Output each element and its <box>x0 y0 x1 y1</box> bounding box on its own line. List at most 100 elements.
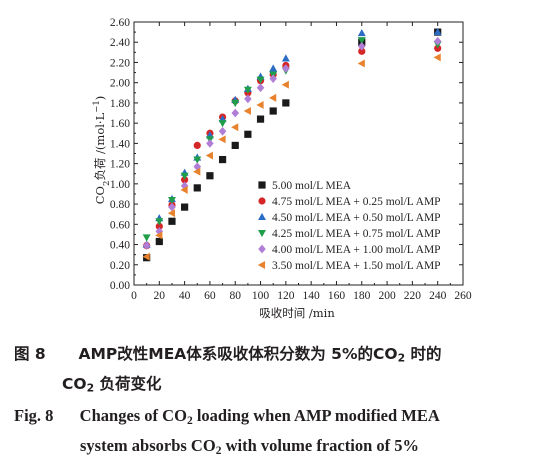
data-point <box>231 141 239 150</box>
series-3 <box>142 37 442 242</box>
data-point <box>155 231 163 240</box>
y-tick-label: 0.00 <box>110 280 130 292</box>
x-tick-label: 80 <box>229 290 241 302</box>
legend-entry: 4.00 mol/L MEA + 1.00 mol/L AMP <box>272 244 441 256</box>
y-tick-label: 2.40 <box>110 37 130 49</box>
data-point <box>218 120 227 128</box>
caption-en-post2: with volume fraction of 5% <box>221 436 419 455</box>
y-tick-label: 2.60 <box>110 17 130 29</box>
data-point <box>155 218 164 226</box>
caption-cn-label: 图 8 <box>14 345 46 363</box>
caption-cn-text2: CO <box>62 375 87 393</box>
x-tick-label: 260 <box>454 290 472 302</box>
caption-cn-line2: CO2 负荷变化 <box>62 372 162 394</box>
x-tick-label: 200 <box>378 290 396 302</box>
data-point <box>269 93 277 102</box>
data-point <box>231 123 239 132</box>
data-point <box>142 252 150 261</box>
series-4 <box>142 36 442 250</box>
legend-marker <box>257 261 266 269</box>
data-point <box>155 222 163 230</box>
data-point <box>269 64 278 72</box>
data-point <box>168 202 176 212</box>
series-5 <box>142 53 441 261</box>
x-axis-label: 吸收时间 /min <box>259 306 335 320</box>
caption-en-sub2: 2 <box>215 444 222 457</box>
y-tick-label: 2.20 <box>110 57 130 69</box>
data-point <box>231 99 240 108</box>
data-point <box>180 172 189 180</box>
data-point <box>282 64 290 73</box>
legend-entry: 4.50 mol/L MEA + 0.50 mol/L AMP <box>272 212 441 224</box>
caption-en-post1: loading when AMP modified MEA <box>192 406 440 425</box>
legend-marker <box>258 212 266 221</box>
data-point <box>168 196 176 205</box>
x-tick-label: 0 <box>131 290 137 302</box>
y-tick-label: 1.20 <box>110 159 130 171</box>
data-point <box>357 41 366 51</box>
data-point <box>358 47 366 55</box>
data-point <box>181 203 189 211</box>
data-point <box>155 237 163 246</box>
data-point <box>193 184 201 192</box>
x-tick-label: 40 <box>179 290 191 302</box>
data-point <box>218 155 227 164</box>
data-point <box>218 135 226 144</box>
y-axis-label-pre: CO <box>93 186 107 204</box>
caption-cn-line1: 图 8 AMP改性MEA体系吸收体积分数为 5%的CO2 时的 <box>14 342 442 364</box>
data-point <box>193 156 202 164</box>
caption-en-text2: system absorbs CO <box>80 436 216 455</box>
caption-en-line2: system absorbs CO2 with volume fraction … <box>80 436 419 457</box>
data-point <box>357 37 366 45</box>
data-point <box>256 83 265 93</box>
legend: 5.00 mol/L MEA 4.75 mol/L MEA + 0.25 mol/… <box>257 180 441 272</box>
data-point <box>256 100 264 109</box>
x-tick-label: 100 <box>252 290 270 302</box>
data-point <box>243 107 251 115</box>
y-tick-label: 1.00 <box>110 179 130 191</box>
chart: 0 20 40 60 80 100 120 140 160 180 200 220 240 260 0.00… <box>92 17 472 320</box>
y-tick-label: 1.40 <box>110 138 130 150</box>
data-point <box>433 36 442 46</box>
data-point <box>218 126 227 136</box>
data-point <box>281 80 289 89</box>
data-point <box>357 28 366 37</box>
data-point <box>281 54 290 62</box>
y-axis-label-sub: 2 <box>102 181 112 186</box>
x-tick-label: 20 <box>154 290 166 302</box>
data-point <box>193 141 201 150</box>
x-tick-label: 220 <box>404 290 422 302</box>
data-point <box>433 27 442 36</box>
data-point <box>269 107 277 115</box>
legend-entry: 4.75 mol/L MEA + 0.25 mol/L AMP <box>272 196 441 208</box>
data-point <box>168 217 176 225</box>
legend-marker <box>258 181 266 189</box>
data-point <box>282 99 290 107</box>
caption-cn-post1: 时的 <box>405 345 442 363</box>
y-tick-label: 0.60 <box>110 219 130 231</box>
y-axis-label-post: ) <box>93 96 107 101</box>
y-tick-label: 2.00 <box>110 78 130 90</box>
legend-marker <box>258 197 266 205</box>
data-point <box>205 151 213 160</box>
y-axis-label-sup: −1 <box>92 100 102 113</box>
caption-cn-text1: AMP改性MEA体系吸收体积分数为 5%的CO <box>78 345 398 363</box>
series-0 <box>143 28 442 262</box>
x-tick-label: 180 <box>353 290 371 302</box>
data-point <box>244 130 252 138</box>
x-tick-label: 60 <box>204 290 216 302</box>
x-tick-label: 120 <box>277 290 295 302</box>
data-point <box>193 167 201 176</box>
data-point <box>206 139 214 148</box>
y-tick-label: 0.20 <box>110 260 130 272</box>
data-point <box>357 59 365 68</box>
x-tick-label: 140 <box>303 290 321 302</box>
y-tick-label: 0.80 <box>110 199 130 211</box>
x-tick-label: 240 <box>429 290 447 302</box>
caption-cn-sub1: 2 <box>397 351 406 365</box>
data-point <box>244 94 252 104</box>
x-tick-label: 160 <box>328 290 346 302</box>
caption-en-label: Fig. 8 <box>14 406 54 425</box>
y-axis-label: CO2负荷 /(mol·L−1) <box>92 96 112 205</box>
data-point <box>256 115 265 123</box>
